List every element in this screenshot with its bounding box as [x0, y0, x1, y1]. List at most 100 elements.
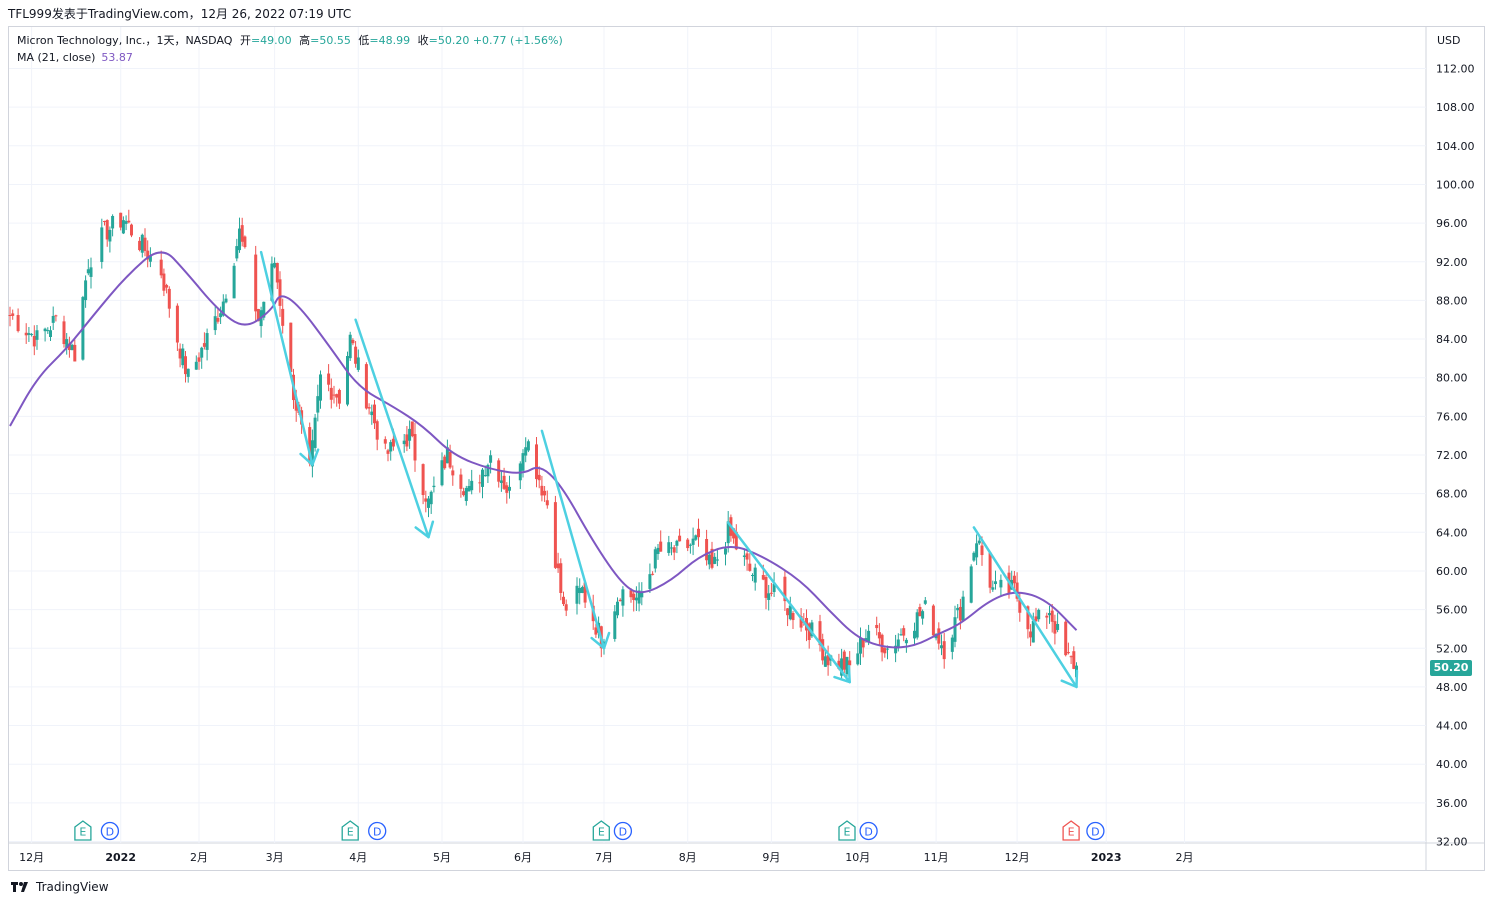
candle-body-down — [184, 356, 187, 375]
moving-average-layer — [9, 251, 1078, 649]
candle-body-down — [337, 389, 341, 404]
candle-body-up — [499, 480, 503, 484]
candle-body-up — [921, 611, 925, 619]
candle-body-up — [656, 547, 660, 554]
candle-body-up — [408, 428, 412, 441]
candle-body-down — [162, 273, 166, 291]
candle-body-down — [11, 313, 15, 316]
candle-body-up — [464, 487, 468, 502]
candle-body-up — [429, 491, 433, 505]
currency-label[interactable]: USD — [1437, 34, 1461, 47]
price-tick-label: 96.00 — [1436, 217, 1468, 230]
candle-body-up — [70, 344, 74, 351]
candle-body-down — [202, 343, 206, 347]
candle-body-down — [364, 364, 368, 409]
event-marker-label: D — [619, 826, 627, 839]
earnings-marker — [1062, 820, 1080, 841]
candle-body-up — [713, 556, 717, 564]
earnings-marker — [592, 820, 610, 841]
candle-body-up — [46, 330, 50, 332]
earnings-marker — [341, 820, 359, 841]
candle-body-down — [988, 552, 992, 588]
candle-body-down — [1012, 575, 1016, 584]
candle-body-down — [478, 482, 482, 484]
candle-body-down — [937, 628, 941, 644]
candle-body-down — [659, 541, 663, 552]
candle-body-down — [734, 531, 738, 550]
candle-body-down — [54, 315, 58, 317]
candle-body-up — [694, 535, 698, 540]
earnings-marker — [838, 820, 856, 841]
high-label: 高 — [299, 34, 311, 47]
event-marker-label: D — [864, 826, 872, 839]
change-value: +0.77 (+1.56%) — [472, 34, 563, 47]
candle-body-up — [637, 590, 641, 604]
time-tick-label: 10月 — [845, 851, 870, 864]
candle-body-down — [105, 220, 109, 240]
candle-body-up — [707, 554, 711, 565]
candle-body-down — [146, 250, 150, 260]
candle-body-down — [448, 451, 452, 468]
candle-body-down — [791, 612, 795, 621]
candle-body-down — [351, 339, 355, 344]
candle-body-up — [956, 607, 960, 611]
candle-body-down — [383, 439, 387, 444]
candle-body-down — [818, 621, 822, 646]
candle-body-up — [121, 220, 125, 234]
time-tick-label: 12月 — [19, 851, 44, 864]
candle-body-up — [859, 637, 862, 654]
candle-body-up — [432, 485, 436, 488]
candle-body-up — [148, 255, 152, 262]
candle-body-up — [43, 328, 47, 332]
price-tick-label: 72.00 — [1436, 449, 1468, 462]
candle-body-down — [335, 394, 339, 398]
candle-body-up — [467, 485, 471, 492]
candle-body-up — [969, 566, 973, 603]
candle-body-up — [923, 600, 927, 604]
trend-arrow-head — [414, 520, 435, 539]
candle-body-down — [710, 548, 714, 568]
candle-body-up — [899, 634, 903, 636]
candle-body-up — [653, 549, 657, 569]
candle-body-up — [742, 555, 746, 557]
candle-body-down — [807, 623, 811, 641]
low-label: 低 — [358, 34, 370, 47]
candle-body-up — [445, 447, 449, 464]
price-tick-label: 36.00 — [1436, 797, 1468, 810]
candle-body-down — [32, 335, 36, 347]
candle-body-up — [100, 227, 104, 262]
candle-body-up — [262, 301, 266, 318]
candle-body-down — [931, 605, 935, 636]
price-axis: 112.00 108.00 104.00 100.00 96.00 92.00 88.00 8… — [1436, 63, 1475, 849]
candle-body-down — [562, 596, 565, 605]
candle-body-up — [124, 221, 128, 224]
candle-body-up — [823, 656, 827, 667]
candle-body-down — [294, 398, 298, 411]
candle-body-down — [848, 660, 852, 666]
symbol-legend: Micron Technology, Inc.，1天，NASDAQ 开=49.0… — [17, 34, 563, 48]
candle-body-up — [894, 645, 898, 654]
candle-body-down — [405, 434, 409, 447]
candle-body-down — [980, 545, 984, 556]
candle-body-up — [621, 589, 625, 606]
candle-body-down — [564, 604, 568, 611]
trend-arrow-line — [540, 429, 606, 650]
dividend-marker — [613, 821, 633, 841]
ma-label: MA (21, close) — [17, 51, 96, 64]
footer-brand[interactable]: TradingView — [10, 880, 109, 894]
candle-body-up — [524, 447, 528, 456]
candle-body-up — [772, 583, 776, 593]
ma-legend[interactable]: MA (21, close) 53.87 — [17, 51, 133, 65]
candle-body-down — [761, 575, 765, 580]
time-tick-label: 11月 — [924, 851, 949, 864]
candle-body-down — [583, 582, 587, 603]
candle-body-down — [332, 394, 336, 396]
candle-body-up — [1037, 609, 1041, 620]
candle-body-down — [535, 444, 538, 480]
candle-body-down — [1053, 621, 1057, 634]
candle-body-down — [543, 490, 547, 496]
event-marker-label: E — [1068, 826, 1075, 839]
close-value: =50.20 — [428, 34, 470, 47]
candle-body-up — [991, 587, 995, 590]
